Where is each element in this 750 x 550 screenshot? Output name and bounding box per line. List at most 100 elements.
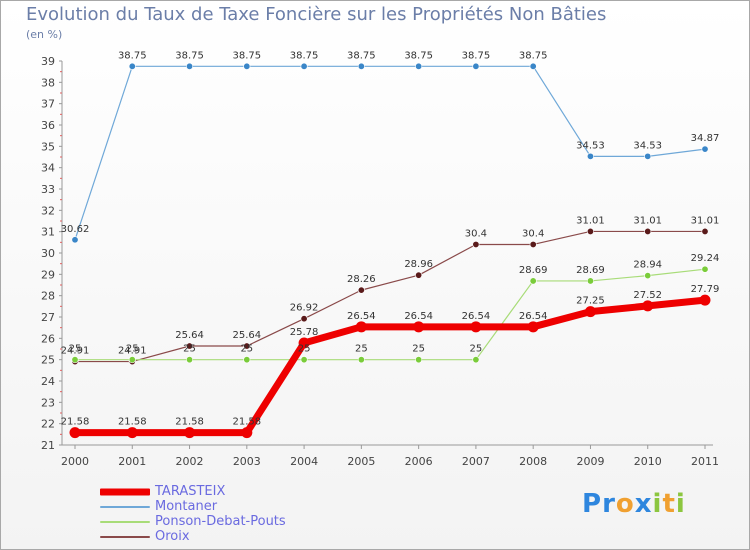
series-line-ponson-debat-pouts <box>74 268 706 361</box>
data-label-tarasteix: 26.54 <box>404 311 433 322</box>
y-tick-label: 22 <box>41 418 55 431</box>
data-point-ponson-debat-pouts <box>644 272 652 280</box>
logo-letter: t <box>662 489 676 519</box>
data-point-montaner <box>415 62 423 70</box>
data-point-tarasteix <box>527 321 539 333</box>
data-point-ponson-debat-pouts <box>357 356 365 364</box>
data-label-ponson-debat-pouts: 25 <box>355 344 368 355</box>
data-point-montaner <box>357 62 365 70</box>
data-point-tarasteix <box>470 321 482 333</box>
data-label-montaner: 34.53 <box>576 140 605 151</box>
data-point-montaner <box>300 62 308 70</box>
data-label-montaner: 34.87 <box>691 133 720 144</box>
data-label-oroix: 28.96 <box>404 259 433 270</box>
logo-letter: r <box>602 489 616 519</box>
data-label-ponson-debat-pouts: 28.69 <box>576 265 605 276</box>
data-label-tarasteix: 21.58 <box>118 417 147 428</box>
y-tick-label: 23 <box>41 396 55 409</box>
y-tick-label: 27 <box>41 311 55 324</box>
y-tick-label: 38 <box>41 76 55 89</box>
data-label-oroix: 24.91 <box>61 346 90 357</box>
data-point-tarasteix <box>69 427 81 439</box>
data-label-tarasteix: 27.79 <box>691 284 720 295</box>
logo-letter: o <box>615 489 635 519</box>
data-label-montaner: 38.75 <box>290 50 319 61</box>
chart-title: Evolution du Taux de Taxe Foncière sur l… <box>26 4 607 25</box>
series-line-oroix <box>74 230 706 363</box>
y-tick-label: 32 <box>41 204 55 217</box>
data-point-oroix <box>701 227 709 235</box>
x-tick-label: 2005 <box>347 455 375 468</box>
logo-letter: x <box>634 489 653 519</box>
data-point-oroix <box>415 271 423 279</box>
legend-item-montaner: Montaner <box>100 499 286 514</box>
y-tick-label: 26 <box>41 332 55 345</box>
data-label-oroix: 31.01 <box>576 215 605 226</box>
y-tick-label: 24 <box>41 375 55 388</box>
data-point-ponson-debat-pouts <box>472 356 480 364</box>
data-label-tarasteix: 26.54 <box>462 311 491 322</box>
data-point-ponson-debat-pouts <box>529 277 537 285</box>
x-tick-label: 2002 <box>176 455 204 468</box>
series-line-tarasteix <box>71 296 709 437</box>
data-label-oroix: 25.64 <box>175 330 204 341</box>
data-point-oroix <box>300 315 308 323</box>
data-label-montaner: 38.75 <box>462 50 491 61</box>
data-point-tarasteix <box>355 321 367 333</box>
legend-item-oroix: Oroix <box>100 529 286 544</box>
data-label-ponson-debat-pouts: 25 <box>183 344 196 355</box>
y-tick-label: 21 <box>41 439 55 452</box>
data-label-ponson-debat-pouts: 25 <box>470 344 483 355</box>
data-label-ponson-debat-pouts: 25 <box>126 344 139 355</box>
data-point-ponson-debat-pouts <box>415 356 423 364</box>
legend-swatch-montaner <box>100 505 150 508</box>
data-point-ponson-debat-pouts <box>586 277 594 285</box>
y-tick-label: 29 <box>41 268 55 281</box>
data-point-montaner <box>186 62 194 70</box>
data-point-montaner <box>701 145 709 153</box>
legend-item-ponson: Ponson-Debat-Pouts <box>100 514 286 529</box>
data-label-tarasteix: 26.54 <box>519 311 548 322</box>
x-tick-label: 2006 <box>405 455 433 468</box>
data-label-ponson-debat-pouts: 25 <box>412 344 425 355</box>
data-label-tarasteix: 21.58 <box>175 417 204 428</box>
legend: TARASTEIX Montaner Ponson-Debat-Pouts Or… <box>100 484 286 544</box>
data-label-oroix: 30.4 <box>465 228 487 239</box>
data-point-ponson-debat-pouts <box>186 356 194 364</box>
chart-subtitle: (en %) <box>26 28 63 41</box>
data-label-montaner: 38.75 <box>519 50 548 61</box>
x-tick-label: 2000 <box>61 455 89 468</box>
legend-label-montaner: Montaner <box>155 499 218 514</box>
legend-label-oroix: Oroix <box>155 529 190 544</box>
data-label-ponson-debat-pouts: 28.94 <box>633 260 662 271</box>
data-label-oroix: 31.01 <box>633 215 662 226</box>
data-point-ponson-debat-pouts <box>701 265 709 273</box>
y-tick-label: 39 <box>41 55 55 68</box>
data-point-oroix <box>644 227 652 235</box>
data-point-oroix <box>529 240 537 248</box>
y-tick-label: 33 <box>41 183 55 196</box>
data-point-montaner <box>472 62 480 70</box>
y-tick-label: 28 <box>41 290 55 303</box>
x-tick-label: 2008 <box>519 455 547 468</box>
legend-label-ponson: Ponson-Debat-Pouts <box>155 514 286 529</box>
data-point-tarasteix <box>699 294 711 306</box>
data-point-tarasteix <box>298 337 310 349</box>
data-label-tarasteix: 21.58 <box>61 417 90 428</box>
data-point-oroix <box>357 286 365 294</box>
data-point-tarasteix <box>584 306 596 318</box>
x-tick-label: 2001 <box>118 455 146 468</box>
y-tick-label: 36 <box>41 119 55 132</box>
data-point-montaner <box>71 236 79 244</box>
data-point-tarasteix <box>642 300 654 312</box>
data-point-oroix <box>243 342 251 350</box>
data-point-tarasteix <box>413 321 425 333</box>
data-label-montaner: 38.75 <box>175 50 204 61</box>
data-label-ponson-debat-pouts: 25 <box>69 344 82 355</box>
data-point-oroix <box>586 227 594 235</box>
proxiti-logo: Proxiti <box>582 489 686 519</box>
data-point-ponson-debat-pouts <box>300 356 308 364</box>
legend-swatch-tarasteix <box>100 488 150 495</box>
